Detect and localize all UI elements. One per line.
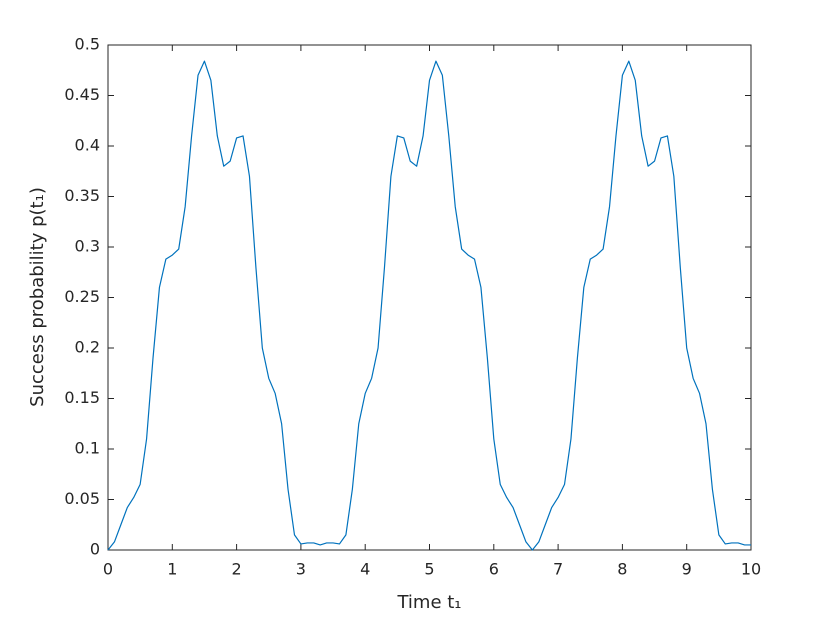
line	[107, 60, 751, 551]
y-tick-label: 0.15	[64, 388, 100, 407]
y-tick-label: 0.4	[75, 136, 100, 155]
x-tick-label: 0	[103, 560, 113, 579]
x-tick-label: 6	[489, 560, 499, 579]
y-tick-label: 0.2	[75, 338, 100, 357]
x-tick-label: 1	[167, 560, 177, 579]
y-tick-label: 0.45	[64, 85, 100, 104]
x-tick-label: 5	[424, 560, 434, 579]
x-tick-label: 4	[360, 560, 370, 579]
y-tick-label: 0.05	[64, 489, 100, 508]
x-tick-label: 2	[232, 560, 242, 579]
x-tick-label: 10	[741, 560, 761, 579]
y-tick-label: 0.1	[75, 439, 100, 458]
y-tick-label: 0.35	[64, 186, 100, 205]
x-tick-label: 7	[553, 560, 563, 579]
y-tick-label: 0	[90, 540, 100, 559]
y-axis-label: Success probability p(t₁)	[27, 187, 48, 407]
x-axis-label: Time t₁	[396, 592, 461, 613]
x-tick-label: 3	[296, 560, 306, 579]
x-tick-label: 9	[682, 560, 692, 579]
x-tick-label: 8	[617, 560, 627, 579]
y-tick-label: 0.3	[75, 237, 100, 256]
y-tick-label: 0.25	[64, 287, 100, 306]
y-tick-label: 0.5	[75, 35, 100, 54]
